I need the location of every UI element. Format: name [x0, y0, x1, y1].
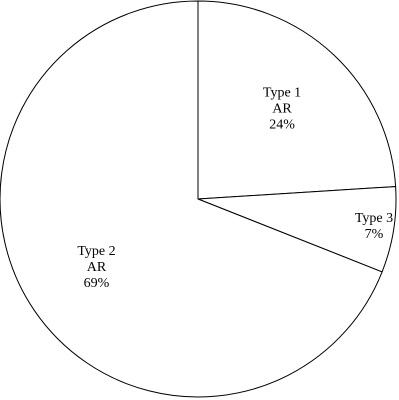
slice-label-line: 7%	[365, 227, 384, 242]
slice-label-line: Type 3	[355, 211, 393, 226]
slice-label-line: Type 1	[263, 86, 301, 101]
slice-label-line: AR	[87, 260, 107, 275]
pie-slice	[197, 0, 397, 200]
slice-label-line: 24%	[269, 118, 295, 133]
slice-label-line: Type 2	[77, 244, 115, 259]
pie-slice	[0, 0, 383, 398]
slice-label-line: 69%	[84, 276, 110, 291]
slice-label-line: AR	[272, 102, 292, 117]
